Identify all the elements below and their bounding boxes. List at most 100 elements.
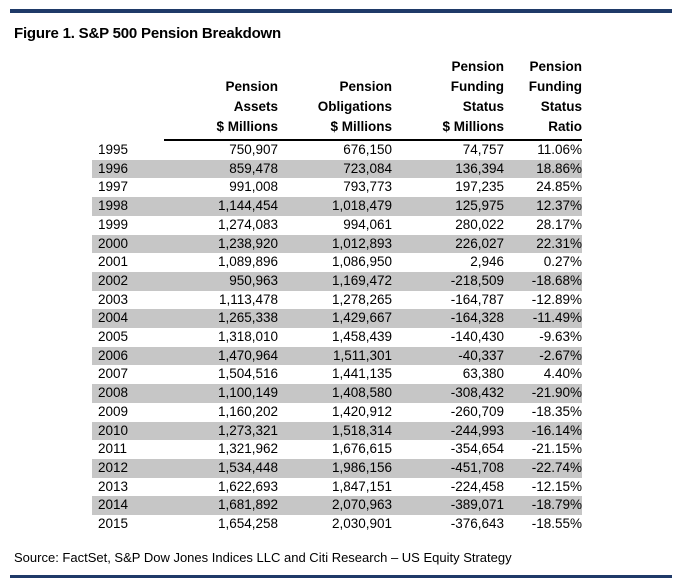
cell-funding-ratio: -18.68%: [504, 271, 582, 291]
cell-funding-ratio: -21.15%: [531, 441, 582, 457]
cell-pension-obligations: 1,518,314: [278, 421, 392, 441]
cell-funding-status: -224,458: [450, 478, 504, 494]
cell-funding-ratio: 24.85%: [536, 179, 582, 195]
cell-pension-obligations: 676,150: [278, 139, 392, 160]
cell-pension-assets: 1,681,892: [164, 496, 278, 516]
cell-funding-status: 74,757: [392, 139, 504, 160]
cell-funding-status: 2,946: [470, 254, 504, 270]
cell-funding-status: -164,328: [392, 309, 504, 329]
cell-year: 2014: [92, 496, 164, 516]
cell-funding-status: 280,022: [455, 216, 504, 232]
table-row: 1995 750,907 676,150 74,757 11.06%: [92, 139, 582, 160]
table-row: 1998 1,144,454 1,018,479 125,975 12.37%: [92, 197, 582, 216]
table-row: 2007 1,504,516 1,441,135 63,380 4.40%: [92, 365, 582, 384]
cell-funding-ratio: -11.49%: [504, 309, 582, 329]
cell-pension-obligations: 1,408,580: [278, 384, 392, 403]
cell-funding-ratio: -18.35%: [531, 403, 582, 419]
top-rule: [10, 9, 672, 13]
cell-funding-ratio: -9.63%: [539, 329, 582, 345]
cell-year: 2002: [92, 271, 164, 291]
table-row: 1999 1,274,083 994,061 280,022 28.17%: [92, 216, 582, 235]
cell-pension-assets: 1,622,693: [217, 478, 278, 494]
header-row: Pension Assets $ Millions Pension Obliga…: [92, 57, 582, 140]
cell-pension-obligations: 1,169,472: [278, 271, 392, 291]
cell-funding-status: -244,993: [392, 421, 504, 441]
table-row: 2012 1,534,448 1,986,156 -451,708 -22.74%: [92, 458, 582, 478]
cell-funding-status: -451,708: [392, 458, 504, 478]
cell-funding-status: 63,380: [462, 366, 504, 382]
table-row: 1997 991,008 793,773 197,235 24.85%: [92, 178, 582, 197]
pension-table: Pension Assets $ Millions Pension Obliga…: [92, 57, 582, 534]
cell-year: 2003: [98, 291, 129, 307]
table-row: 2003 1,113,478 1,278,265 -164,787 -12.89%: [92, 291, 582, 310]
cell-pension-obligations: 1,086,950: [331, 254, 392, 270]
cell-pension-obligations: 793,773: [343, 179, 392, 195]
header-year: [92, 57, 164, 140]
cell-funding-status: -389,071: [392, 496, 504, 516]
table-row: 2010 1,273,321 1,518,314 -244,993 -16.14%: [92, 421, 582, 441]
cell-pension-obligations: 1,420,912: [331, 403, 392, 419]
cell-pension-obligations: 1,278,265: [331, 291, 392, 307]
table-row: 2015 1,654,258 2,030,901 -376,643 -18.55%: [92, 515, 582, 534]
table-row: 2009 1,160,202 1,420,912 -260,709 -18.35%: [92, 403, 582, 422]
cell-year: 2005: [98, 329, 129, 345]
cell-funding-ratio: 0.27%: [543, 254, 582, 270]
cell-pension-assets: 950,963: [164, 271, 278, 291]
table-row: 2000 1,238,920 1,012,893 226,027 22.31%: [92, 234, 582, 254]
cell-funding-status: 136,394: [392, 159, 504, 179]
cell-funding-status: -308,432: [392, 384, 504, 403]
cell-year: 2006: [92, 346, 164, 366]
cell-funding-status: -140,430: [450, 329, 504, 345]
cell-pension-obligations: 1,012,893: [278, 234, 392, 254]
cell-funding-status: 226,027: [392, 234, 504, 254]
table-row: 2002 950,963 1,169,472 -218,509 -18.68%: [92, 271, 582, 291]
cell-funding-status: 125,975: [392, 197, 504, 216]
cell-pension-assets: 1,100,149: [164, 384, 278, 403]
cell-funding-status: -40,337: [392, 346, 504, 366]
cell-pension-obligations: 1,018,479: [278, 197, 392, 216]
cell-year: 2007: [98, 366, 129, 382]
cell-year: 2001: [98, 254, 129, 270]
cell-funding-ratio: -12.89%: [531, 291, 582, 307]
cell-funding-ratio: 22.31%: [504, 234, 582, 254]
cell-funding-status: -376,643: [450, 516, 504, 532]
bottom-rule: [10, 575, 672, 578]
cell-pension-assets: 1,654,258: [217, 516, 278, 532]
cell-funding-ratio: 12.37%: [504, 197, 582, 216]
cell-pension-assets: 750,907: [164, 139, 278, 160]
cell-funding-ratio: 4.40%: [543, 366, 582, 382]
header-funding-status: Pension Funding Status $ Millions: [442, 59, 504, 134]
cell-year: 1997: [98, 179, 129, 195]
table-body: 1995 750,907 676,150 74,757 11.06% 1996 859,47…: [92, 139, 582, 534]
cell-pension-assets: 1,504,516: [217, 366, 278, 382]
table-row: 2001 1,089,896 1,086,950 2,946 0.27%: [92, 253, 582, 272]
cell-pension-assets: 1,265,338: [164, 309, 278, 329]
cell-pension-obligations: 1,458,439: [331, 329, 392, 345]
header-pension-assets: Pension Assets $ Millions: [216, 79, 278, 134]
cell-funding-ratio: 18.86%: [504, 159, 582, 179]
cell-pension-obligations: 2,030,901: [331, 516, 392, 532]
cell-year: 2015: [98, 516, 129, 532]
cell-year: 2008: [92, 384, 164, 403]
cell-pension-obligations: 1,441,135: [331, 366, 392, 382]
table-row: 2011 1,321,962 1,676,615 -354,654 -21.15%: [92, 440, 582, 459]
cell-funding-ratio: -12.15%: [531, 478, 582, 494]
cell-year: 1996: [92, 159, 164, 179]
cell-pension-obligations: 994,061: [343, 216, 392, 232]
table-row: 2013 1,622,693 1,847,151 -224,458 -12.15%: [92, 478, 582, 497]
cell-year: 2011: [98, 441, 128, 457]
cell-funding-status: -260,709: [450, 403, 504, 419]
cell-pension-assets: 1,321,962: [217, 441, 278, 457]
cell-pension-assets: 1,274,083: [217, 216, 278, 232]
cell-year: 1995: [98, 141, 129, 157]
cell-pension-obligations: 1,847,151: [331, 478, 392, 494]
cell-pension-assets: 1,144,454: [164, 197, 278, 216]
cell-year: 2004: [92, 309, 164, 329]
cell-funding-ratio: -16.14%: [504, 421, 582, 441]
cell-year: 2010: [92, 421, 164, 441]
cell-funding-ratio: -2.67%: [504, 346, 582, 366]
cell-funding-ratio: 28.17%: [536, 216, 582, 232]
cell-pension-obligations: 723,084: [278, 159, 392, 179]
cell-funding-status: 197,235: [455, 179, 504, 195]
table-row: 2014 1,681,892 2,070,963 -389,071 -18.79%: [92, 496, 582, 516]
